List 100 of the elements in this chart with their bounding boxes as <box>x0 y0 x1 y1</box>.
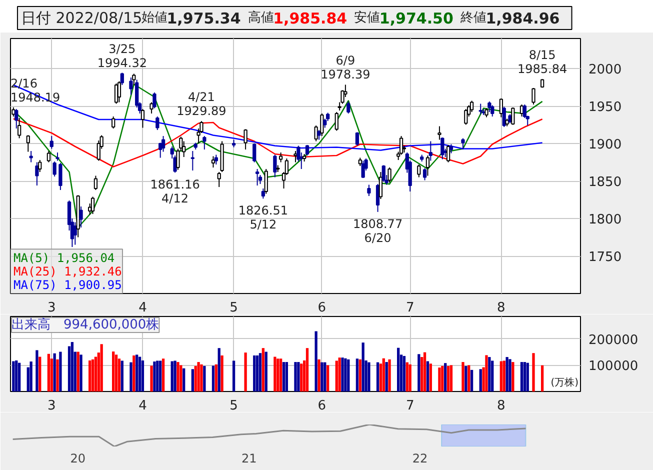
bar <box>418 354 420 392</box>
bar <box>203 366 206 392</box>
bar <box>258 353 262 392</box>
candlestick <box>317 130 321 140</box>
y-tick-label: 1950 <box>588 100 622 115</box>
bar <box>15 360 18 392</box>
bar <box>220 355 224 392</box>
candlestick <box>90 196 95 214</box>
bar <box>274 356 276 392</box>
bar <box>500 361 502 392</box>
candlestick <box>440 137 444 160</box>
candlestick <box>273 154 277 178</box>
candlestick <box>478 103 482 115</box>
text: 1,985.84 <box>273 10 348 28</box>
candlestick <box>182 140 186 158</box>
bar <box>314 331 318 392</box>
candlestick <box>314 125 318 142</box>
annotation: 8/15 1985.84 <box>517 48 568 76</box>
candlestick <box>117 80 122 103</box>
candlestick <box>73 222 77 246</box>
candlestick <box>490 104 494 117</box>
candlestick <box>446 144 450 163</box>
candlestick <box>17 118 22 139</box>
line-series <box>12 118 543 168</box>
candlestick <box>50 136 54 150</box>
candlestick <box>367 184 371 196</box>
x-tick-label: 6 <box>318 300 326 316</box>
bar <box>446 366 450 392</box>
candlestick <box>202 136 206 150</box>
bar <box>318 359 320 392</box>
bar <box>253 355 256 392</box>
chart-title: 日付 2022/08/15 <box>20 9 142 27</box>
text: 1,984.96 <box>486 10 560 28</box>
candlestick <box>278 152 283 163</box>
bar <box>523 362 526 392</box>
candlestick <box>140 108 145 128</box>
bar <box>294 362 297 392</box>
bar <box>156 360 159 392</box>
bar <box>502 360 506 392</box>
candlestick <box>464 108 468 126</box>
candlestick <box>488 101 492 112</box>
bar <box>300 364 303 392</box>
candlestick <box>35 162 39 186</box>
candlestick <box>532 88 536 105</box>
candlestick <box>46 150 51 163</box>
candlestick <box>255 168 260 186</box>
bar <box>36 350 38 392</box>
bar <box>426 361 430 392</box>
candlestick <box>305 144 310 156</box>
candlestick <box>132 73 136 86</box>
chart-title: 出来高 994,600,000株 <box>12 316 160 332</box>
bar <box>444 363 447 392</box>
bar <box>397 348 400 392</box>
bar <box>406 362 408 392</box>
bar <box>338 358 341 392</box>
x-tick-label: 5 <box>230 398 238 414</box>
bar <box>285 362 288 392</box>
bar <box>91 359 94 392</box>
bar <box>297 362 300 392</box>
text: 1,975.34 <box>166 10 241 28</box>
bar <box>276 358 280 392</box>
bar <box>491 360 494 392</box>
bar <box>320 362 324 392</box>
bar <box>402 356 406 392</box>
bar <box>279 358 282 392</box>
bar <box>150 366 153 392</box>
candlestick <box>511 107 515 126</box>
bar <box>488 357 491 392</box>
x-tick-label: 5 <box>230 300 238 316</box>
bar <box>344 358 347 392</box>
y-tick-label: 100000 <box>588 359 638 374</box>
bar <box>94 356 98 392</box>
bar <box>80 354 82 392</box>
bar <box>470 370 474 392</box>
bar <box>468 365 470 392</box>
y-tick-label: 1850 <box>588 175 622 190</box>
bar <box>132 355 136 392</box>
bar <box>141 360 144 392</box>
x-tick-label: 21 <box>242 452 257 466</box>
candlestick <box>112 116 116 129</box>
bar <box>180 365 182 392</box>
bar <box>30 362 32 392</box>
candlestick <box>94 175 98 190</box>
bar <box>362 342 364 392</box>
bar <box>368 362 370 392</box>
candlestick <box>58 162 62 190</box>
candlestick <box>499 98 503 118</box>
candlestick <box>26 134 30 152</box>
bar <box>520 362 524 392</box>
candlestick <box>152 92 156 109</box>
y-tick-label: 1800 <box>588 212 622 228</box>
text: 終値 <box>459 10 486 26</box>
bar <box>532 353 535 392</box>
bar <box>56 359 59 392</box>
bar <box>159 360 162 392</box>
bar <box>306 348 309 392</box>
bar <box>244 352 247 392</box>
candlestick <box>422 168 427 181</box>
candlestick <box>129 77 133 96</box>
bar <box>382 358 385 392</box>
